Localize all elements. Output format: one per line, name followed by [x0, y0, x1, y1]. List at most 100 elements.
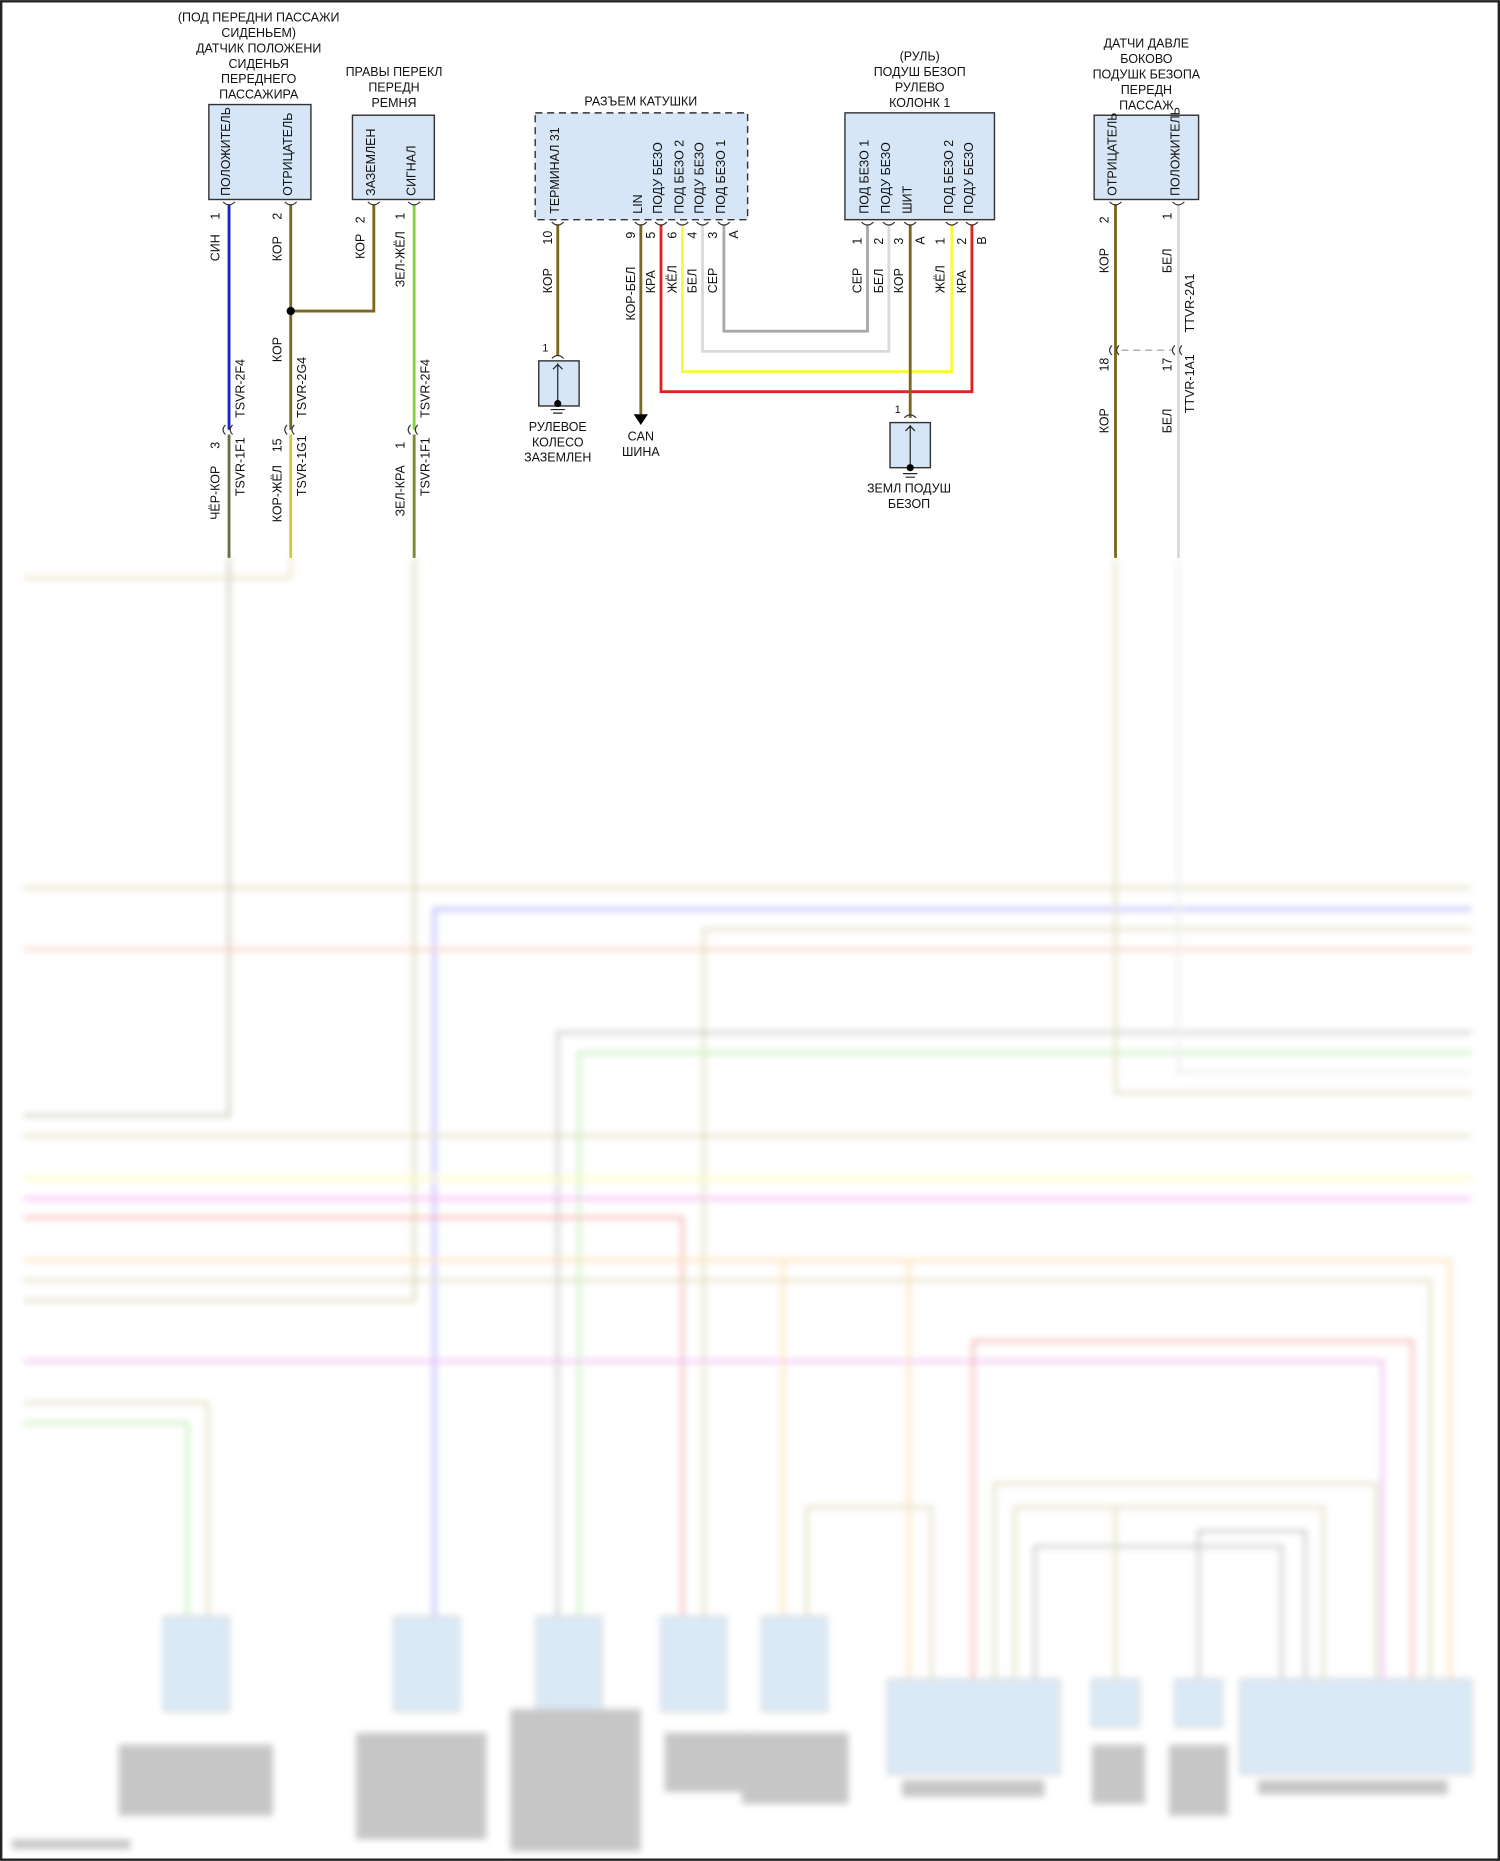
pin-number: 2 — [270, 213, 284, 220]
pin-number: 2 — [955, 238, 969, 245]
left-wires — [227, 204, 416, 558]
can-label-line: ШИНА — [622, 445, 660, 459]
sensor-title-line: ПОДУШК БЕЗОПА — [1093, 67, 1201, 81]
wire-color-label: КРА — [644, 270, 658, 294]
steering-airbag-module: (РУЛЬ) ПОДУШ БЕЗОП РУЛЕВО КОЛОНК 1 ПОД Б… — [844, 50, 996, 294]
pin-label: ПОД БЕЗО 2 — [942, 140, 956, 214]
steering-wheel-ground: 1 РУЛЕВОЕ КОЛЕСО ЗАЗЕМЛЕН — [524, 342, 591, 464]
wire-color-label: БЕЛ — [872, 269, 886, 294]
connector-id: TSVR-2F4 — [233, 359, 247, 418]
seat-sensor-title-line: (ПОД ПЕРЕДНИ ПАССАЖИ — [178, 10, 340, 24]
seat-sensor-title-line: СИДЕНЬЯ — [229, 57, 289, 71]
connector-id: TTVR-2A1 — [1183, 274, 1197, 333]
wire-color-label: КРА — [955, 270, 969, 294]
airbag-title-line: РУЛЕВО — [895, 80, 945, 94]
wire-color-label: КОР — [270, 236, 284, 261]
wire-color-label: ЧЁР-КОР — [209, 466, 223, 520]
wire-color-label: КОР — [270, 337, 284, 362]
ground-dot — [554, 400, 562, 408]
belt-switch-title-line: РЕМНЯ — [371, 96, 416, 110]
ground-symbol-icon — [903, 473, 918, 478]
pin-label: ШИТ — [900, 185, 914, 213]
pin-label: ПОД БЕЗО 1 — [858, 140, 872, 214]
pin-label: ПОДУ БЕЗО — [651, 142, 665, 214]
pin-number: 6 — [665, 232, 679, 239]
pin-number: 1 — [934, 238, 948, 245]
pin-number: 2 — [1097, 216, 1111, 223]
airbag-title-line: ПОДУШ БЕЗОП — [874, 65, 966, 79]
wire-white — [701, 224, 891, 353]
pin-number: 5 — [644, 232, 658, 239]
pin-label: ОТРИЦАТЕЛЬ — [1106, 113, 1120, 196]
belt-switch-title-line: ПРАВЫ ПЕРЕКЛ — [346, 65, 443, 79]
wire-color-label: СЕР — [706, 268, 720, 294]
wire-color-label: КОР — [541, 268, 555, 293]
wire-color-label: КОР — [353, 234, 367, 259]
pin-number: 9 — [624, 232, 638, 239]
coil-connector-box — [534, 112, 749, 221]
ground-label-line: ЗАЗЕМЛЕН — [524, 451, 591, 465]
coil-connector-title: РАЗЪЕМ КАТУШКИ — [584, 95, 697, 109]
wire-color-label: СИН — [209, 234, 223, 261]
sensor-title-line: БОКОВО — [1120, 52, 1172, 66]
pin-label: СИГНАЛ — [404, 145, 418, 195]
seat-sensor-title-line: ДАТЧИК ПОЛОЖЕНИ — [196, 41, 321, 55]
blurred-lower-diagram — [11, 557, 1473, 1852]
wire-color-label: ЖЁЛ — [934, 265, 948, 293]
wire-gray — [722, 224, 869, 333]
pin-number: 1 — [1160, 213, 1174, 220]
arrow-down-icon — [633, 414, 648, 425]
wire-color-label: КОР — [1097, 408, 1111, 433]
pin-number: 17 — [1160, 358, 1174, 372]
airbag-ground: 1 ЗЕМЛ ПОДУШ БЕЗОП — [867, 404, 951, 511]
pin-label: ПОДУ БЕЗО — [879, 142, 893, 214]
connector-id: TTVR-1A1 — [1183, 354, 1197, 413]
connector-id: TSVR-2F4 — [419, 359, 433, 418]
pin-label: LIN — [631, 194, 645, 213]
pin-number: 15 — [270, 438, 284, 452]
pin-number: 3 — [209, 442, 223, 449]
ground-label-line: БЕЗОП — [888, 497, 930, 511]
seat-sensor-title-line: ПАССАЖИРА — [219, 88, 299, 102]
pin-label: ПОЛОЖИТЕЛЬ — [219, 107, 233, 196]
pin-number: 3 — [892, 238, 906, 245]
pin-number: A — [913, 236, 927, 245]
wire-color-label: КОР-ЖЁЛ — [270, 465, 284, 522]
pin-label: ОТРИЦАТЕЛЬ — [281, 113, 295, 196]
pin-number: 10 — [541, 231, 555, 245]
pin-cups — [1108, 201, 1185, 356]
pin-cups — [551, 221, 979, 419]
pin-number: 1 — [394, 442, 408, 449]
ground-label-line: РУЛЕВОЕ — [529, 420, 587, 434]
seat-sensor-title-line: ПЕРЕДНЕГО — [221, 72, 297, 86]
seat-belt-switch: ПРАВЫ ПЕРЕКЛ ПЕРЕДН РЕМНЯ ЗАЗЕМЛЕН СИГНА… — [346, 65, 443, 287]
wire-color-label: КОР-БЕЛ — [624, 267, 638, 321]
wire-color-label: БЕЛ — [1160, 409, 1174, 434]
ground-label-line: КОЛЕСО — [532, 435, 584, 449]
seat-sensor-box — [208, 103, 312, 201]
pin-number: A — [727, 230, 741, 239]
airbag-title-line: КОЛОНК 1 — [889, 96, 950, 110]
sensor-title-line: ПАССАЖ — [1119, 98, 1174, 112]
middle-wires — [556, 224, 974, 418]
pin-label: ПОЛОЖИТЕЛЬ — [1169, 107, 1183, 196]
pin-cups — [222, 201, 421, 435]
ground-dot — [906, 464, 914, 472]
pin-label: ПОДУ БЕЗО — [962, 142, 976, 214]
pin-number: B — [975, 236, 989, 244]
wire-yellow — [680, 224, 954, 373]
wire-red — [659, 224, 974, 394]
pin-number: 1 — [895, 404, 901, 416]
pin-number: 1 — [851, 238, 865, 245]
belt-switch-title-line: ПЕРЕДН — [368, 80, 419, 94]
belt-switch-box — [351, 114, 436, 201]
pin-label: ТЕРМИНАЛ 31 — [548, 127, 562, 214]
wire-color-label: ЗЕЛ-ЖЁЛ — [394, 231, 408, 287]
pin-number: 3 — [706, 232, 720, 239]
sensor-box — [1093, 114, 1200, 201]
connector-id: TSVR-1G1 — [295, 435, 309, 496]
airbag-module-box — [844, 112, 996, 221]
pin-label: ПОД БЕЗО 1 — [714, 140, 728, 214]
